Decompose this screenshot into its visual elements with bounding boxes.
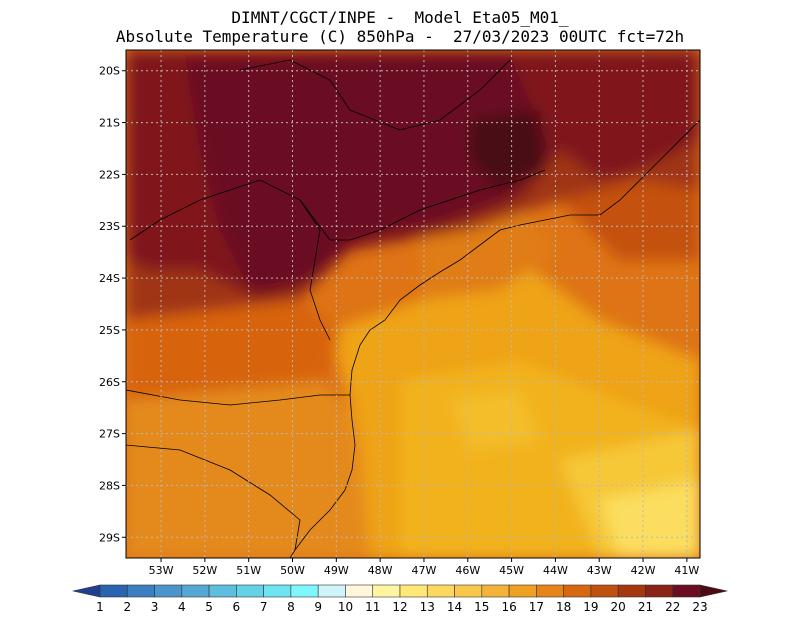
colorbar-swatch (317, 584, 346, 598)
colorbar-label: 10 (338, 600, 353, 614)
lat-label: 22S (99, 168, 120, 181)
colorbar-swatch (617, 584, 646, 598)
colorbar-swatch (645, 584, 674, 598)
latitude-labels: 20S 21S 22S 23S 24S 25S 26S 27S 28S 29S (99, 65, 126, 544)
lon-label: 53W (149, 564, 174, 577)
lon-label: 42W (631, 564, 656, 577)
lat-label: 26S (99, 376, 120, 389)
colorbar-swatch (536, 584, 564, 598)
chart-title-line2: Absolute Temperature (C) 850hPa - 27/03/… (115, 27, 685, 46)
colorbar-swatch (399, 584, 428, 598)
colorbar-swatch (345, 584, 374, 598)
colorbar-label: 11 (365, 600, 380, 614)
lon-label: 46W (455, 564, 480, 577)
colorbar-swatch (563, 584, 592, 598)
colorbar-label: 14 (447, 600, 462, 614)
colorbar (72, 584, 728, 598)
lon-label: 50W (280, 564, 305, 577)
lon-label: 51W (236, 564, 261, 577)
colorbar-swatch (126, 584, 155, 598)
coastline (126, 59, 700, 558)
colorbar-swatch (590, 584, 619, 598)
colorbar-label: 22 (665, 600, 680, 614)
colorbar-label: 19 (583, 600, 598, 614)
colorbar-label: 16 (501, 600, 516, 614)
chart-title-line1: DIMNT/CGCT/INPE - Model Eta05_M01_ (231, 8, 569, 27)
lon-label: 48W (368, 564, 393, 577)
colorbar-swatch (181, 584, 210, 598)
lat-label: 28S (99, 479, 120, 492)
colorbar-label: 18 (556, 600, 571, 614)
lon-label: 47W (412, 564, 437, 577)
colorbar-label: 15 (474, 600, 489, 614)
colorbar-swatch (372, 584, 401, 598)
lat-label: 25S (99, 324, 120, 337)
colorbar-label: 7 (260, 600, 268, 614)
colorbar-label: 20 (611, 600, 626, 614)
colorbar-label: 23 (692, 600, 707, 614)
lon-label: 52W (192, 564, 217, 577)
colorbar-label: 6 (233, 600, 241, 614)
lon-label: 43W (587, 564, 612, 577)
colorbar-label: 5 (205, 600, 213, 614)
lat-label: 20S (99, 65, 120, 78)
colorbar-min-arrow (72, 584, 101, 598)
lat-label: 27S (99, 428, 120, 441)
colorbar-label: 1 (96, 600, 104, 614)
lat-label: 23S (99, 220, 120, 233)
colorbar-max-arrow (699, 584, 728, 598)
lon-label: 41W (674, 564, 699, 577)
colorbar-label: 8 (287, 600, 295, 614)
temperature-field (126, 50, 700, 558)
colorbar-swatch (426, 584, 455, 598)
colorbar-labels: 1 2 3 4 5 6 7 8 9 10 11 12 13 14 15 16 17 18 19 20 21 22 23 (96, 600, 707, 614)
colorbar-swatch (508, 584, 537, 598)
lon-label: 45W (499, 564, 524, 577)
colorbar-swatch (99, 584, 128, 598)
colorbar-label: 12 (392, 600, 407, 614)
lat-label: 21S (99, 117, 120, 130)
map-frame (125, 49, 701, 559)
colorbar-swatch (208, 584, 237, 598)
colorbar-label: 17 (529, 600, 544, 614)
colorbar-swatch (454, 584, 483, 598)
colorbar-swatch (481, 584, 510, 598)
colorbar-label: 13 (420, 600, 435, 614)
lat-label: 24S (99, 272, 120, 285)
colorbar-label: 2 (123, 600, 131, 614)
lon-label: 49W (324, 564, 349, 577)
colorbar-swatch (290, 584, 319, 598)
longitude-labels: 53W 52W 51W 50W 49W 48W 47W 46W 45W 44W 43W 42W 41W (149, 558, 699, 577)
colorbar-swatch (154, 584, 183, 598)
colorbar-label: 9 (314, 600, 322, 614)
colorbar-label: 21 (638, 600, 653, 614)
colorbar-label: 4 (178, 600, 186, 614)
lon-label: 44W (543, 564, 568, 577)
colorbar-swatch (263, 584, 292, 598)
colorbar-swatch (236, 584, 264, 598)
gridlines (126, 50, 700, 558)
colorbar-swatch (672, 584, 701, 598)
colorbar-label: 3 (151, 600, 159, 614)
lat-label: 29S (99, 531, 120, 544)
